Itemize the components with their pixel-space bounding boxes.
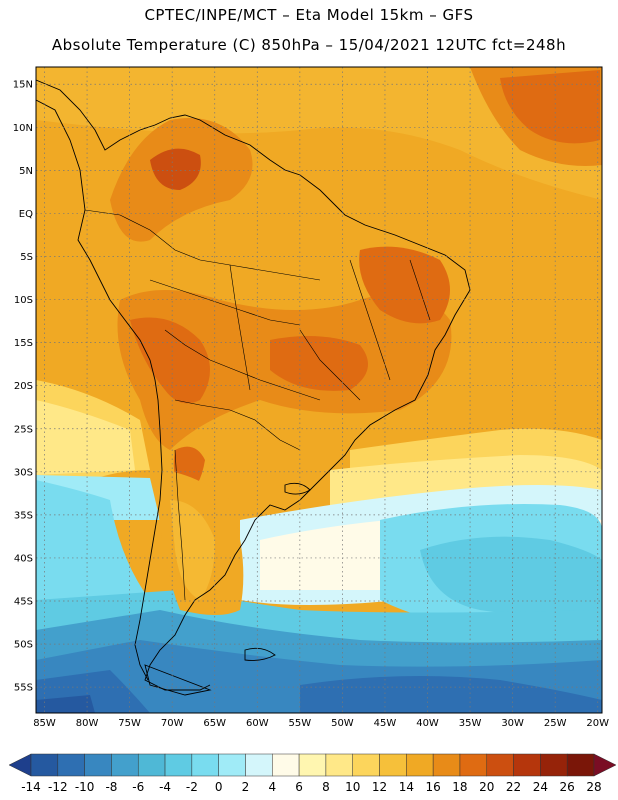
colorbar-swatch	[593, 753, 617, 777]
colorbar-swatch	[191, 753, 219, 777]
colorbar-swatch	[57, 753, 85, 777]
colorbar-swatch	[513, 753, 541, 777]
lon-tick-label: 20W	[586, 718, 609, 729]
colorbar-swatch	[486, 753, 514, 777]
lon-tick-label: 75W	[118, 718, 141, 729]
lon-tick-label: 80W	[76, 718, 99, 729]
colorbar-label: 16	[426, 780, 441, 794]
temperature-field	[36, 67, 602, 713]
colorbar: -14 -12 -10 -8 -6 -4 -2 0 2 4 6 8 10 12 14 16 18 20 22 24 26…	[8, 753, 617, 794]
colorbar-swatch	[298, 753, 327, 777]
colorbar-label: -14	[21, 780, 41, 794]
lat-tick-label: 20S	[14, 381, 33, 392]
colorbar-swatch	[432, 753, 461, 777]
colorbar-swatch	[30, 753, 59, 777]
colorbar-label: -10	[75, 780, 95, 794]
colorbar-label: 6	[295, 780, 303, 794]
colorbar-swatch	[84, 753, 112, 777]
country-borders	[84, 209, 431, 601]
colorbar-swatch	[8, 753, 32, 777]
colorbar-label: 18	[452, 780, 467, 794]
map-subtitle: Absolute Temperature (C) 850hPa – 15/04/…	[51, 36, 567, 54]
lon-tick-label: 85W	[33, 718, 56, 729]
lat-tick-label: 35S	[14, 510, 33, 521]
lat-tick-label: 40S	[14, 553, 33, 564]
lat-tick-label: EQ	[19, 209, 33, 220]
map-title: CPTEC/INPE/MCT – Eta Model 15km – GFS	[144, 6, 474, 24]
colorbar-label: 8	[322, 780, 330, 794]
colorbar-label: -6	[132, 780, 144, 794]
colorbar-swatch	[164, 753, 193, 777]
colorbar-swatch	[272, 753, 300, 777]
lon-tick-label: 45W	[374, 718, 397, 729]
lat-tick-label: 10S	[14, 295, 33, 306]
colorbar-label: 22	[506, 780, 521, 794]
colorbar-label: -4	[159, 780, 171, 794]
lat-tick-label: 45S	[14, 597, 33, 608]
colorbar-label: 20	[479, 780, 494, 794]
lon-tick-label: 65W	[203, 718, 226, 729]
lon-tick-label: 25W	[544, 718, 567, 729]
lon-tick-label: 55W	[289, 718, 312, 729]
lat-tick-label: 10N	[13, 123, 33, 134]
colorbar-swatch	[325, 753, 353, 777]
colorbar-label: 4	[268, 780, 276, 794]
colorbar-swatch	[406, 753, 434, 777]
lat-tick-label: 5N	[19, 166, 33, 177]
colorbar-swatch	[540, 753, 568, 777]
colorbar-label: 24	[533, 780, 548, 794]
colorbar-label: -8	[105, 780, 117, 794]
lat-tick-label: 25S	[14, 424, 33, 435]
colorbar-label: -2	[186, 780, 198, 794]
colorbar-swatch	[218, 753, 246, 777]
longitude-axis: 85W 80W 75W 70W 65W 60W 55W 50W 45W 40W 35W 30W 25W 2…	[33, 718, 609, 729]
colorbar-label: 14	[399, 780, 414, 794]
colorbar-label: -12	[48, 780, 68, 794]
map-frame	[35, 66, 603, 714]
lon-tick-label: 40W	[416, 718, 439, 729]
colorbar-label: 28	[586, 780, 601, 794]
colorbar-label: 0	[215, 780, 223, 794]
lon-tick-label: 30W	[501, 718, 524, 729]
coastline	[36, 79, 471, 696]
colorbar-swatch	[245, 753, 273, 777]
colorbar-label: 26	[560, 780, 575, 794]
lon-tick-label: 60W	[246, 718, 269, 729]
colorbar-swatch	[137, 753, 166, 777]
lat-tick-label: 15N	[13, 80, 33, 91]
lat-tick-label: 50S	[14, 640, 33, 651]
lat-tick-label: 5S	[20, 252, 33, 263]
temperature-map: 15N 10N 5N EQ 5S 10S 15S 20S 25S 30S 35S 40S 45S 50S 5…	[13, 66, 609, 729]
colorbar-label: 12	[372, 780, 387, 794]
lat-tick-label: 15S	[14, 338, 33, 349]
lon-tick-label: 70W	[161, 718, 184, 729]
colorbar-label: 2	[242, 780, 250, 794]
colorbar-label: 10	[345, 780, 360, 794]
colorbar-swatch	[566, 753, 595, 777]
colorbar-swatch	[352, 753, 380, 777]
latitude-axis: 15N 10N 5N EQ 5S 10S 15S 20S 25S 30S 35S 40S 45S 50S 5…	[13, 80, 33, 694]
lat-tick-label: 30S	[14, 467, 33, 478]
lon-tick-label: 35W	[459, 718, 482, 729]
colorbar-swatch	[459, 753, 488, 777]
lat-tick-label: 55S	[14, 683, 33, 694]
colorbar-swatch	[111, 753, 139, 777]
colorbar-swatch	[379, 753, 407, 777]
lon-tick-label: 50W	[331, 718, 354, 729]
